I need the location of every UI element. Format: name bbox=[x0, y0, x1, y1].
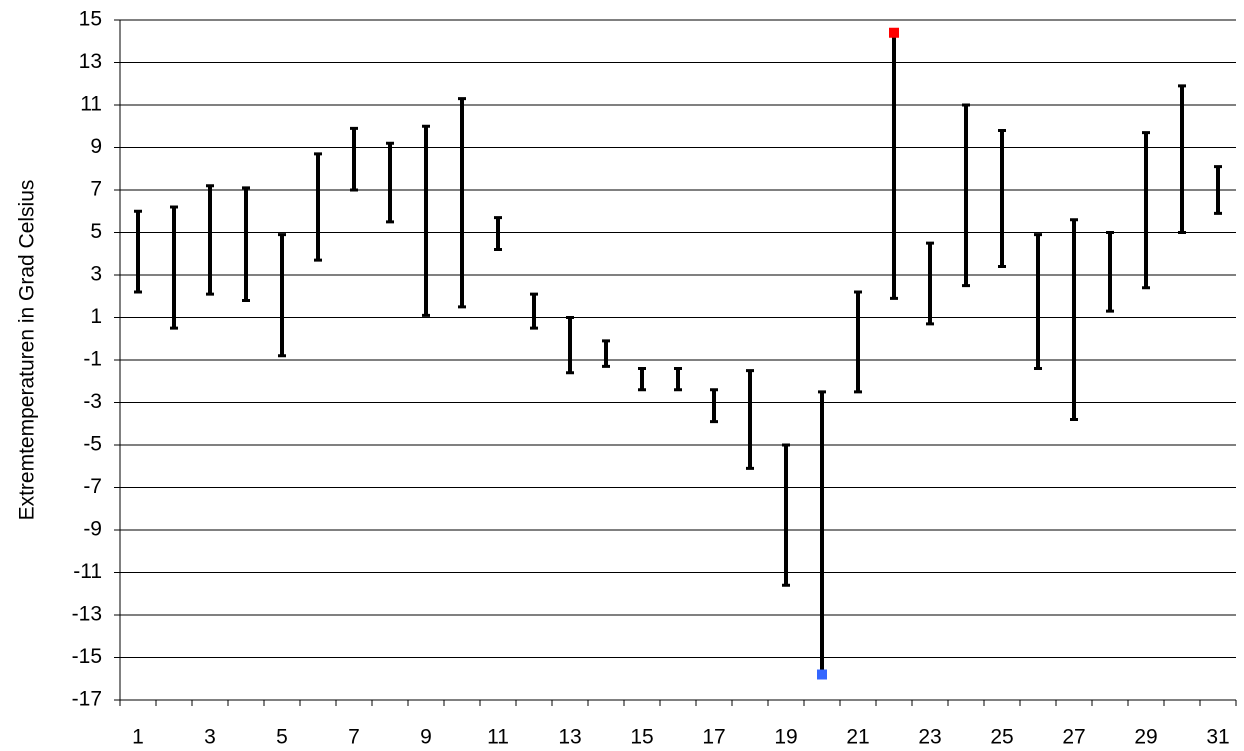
x-tick-label: 27 bbox=[1062, 726, 1085, 749]
x-tick-label: 15 bbox=[630, 726, 653, 749]
y-tick-label: -7 bbox=[83, 475, 102, 498]
y-tick-label: -1 bbox=[83, 348, 102, 371]
x-tick-label: 5 bbox=[276, 726, 288, 749]
x-tick-label: 1 bbox=[132, 726, 144, 749]
y-tick-label: -17 bbox=[72, 688, 102, 711]
y-tick-label: -13 bbox=[72, 603, 102, 626]
x-tick-label: 25 bbox=[990, 726, 1013, 749]
x-tick-label: 9 bbox=[420, 726, 432, 749]
x-tick-label: 11 bbox=[487, 726, 509, 749]
y-tick-label: 7 bbox=[90, 178, 102, 201]
y-axis-title: Extremtemperaturen in Grad Celsius bbox=[16, 180, 39, 521]
x-tick-label: 17 bbox=[702, 726, 725, 749]
y-tick-label: 3 bbox=[90, 263, 102, 286]
max-marker bbox=[889, 27, 899, 38]
x-tick-label: 19 bbox=[774, 726, 797, 749]
y-tick-label: -9 bbox=[83, 518, 102, 541]
x-tick-label: 31 bbox=[1206, 726, 1229, 749]
x-tick-label: 29 bbox=[1134, 726, 1157, 749]
x-tick-label: 13 bbox=[558, 726, 581, 749]
y-tick-label: 9 bbox=[90, 135, 102, 158]
y-tick-label: -5 bbox=[83, 433, 102, 456]
y-tick-label: 5 bbox=[90, 220, 102, 243]
y-tick-label: 11 bbox=[80, 93, 102, 116]
y-tick-label: 1 bbox=[90, 305, 102, 328]
x-tick-label: 3 bbox=[204, 726, 216, 749]
y-tick-label: -11 bbox=[73, 560, 102, 583]
x-tick-label: 7 bbox=[348, 726, 360, 749]
x-tick-label: 23 bbox=[918, 726, 941, 749]
y-tick-label: -3 bbox=[83, 390, 102, 413]
min-marker bbox=[817, 669, 827, 680]
y-tick-label: 13 bbox=[79, 50, 102, 73]
x-tick-label: 21 bbox=[846, 726, 869, 749]
y-tick-label: -15 bbox=[72, 645, 102, 668]
y-tick-label: 15 bbox=[79, 8, 102, 31]
